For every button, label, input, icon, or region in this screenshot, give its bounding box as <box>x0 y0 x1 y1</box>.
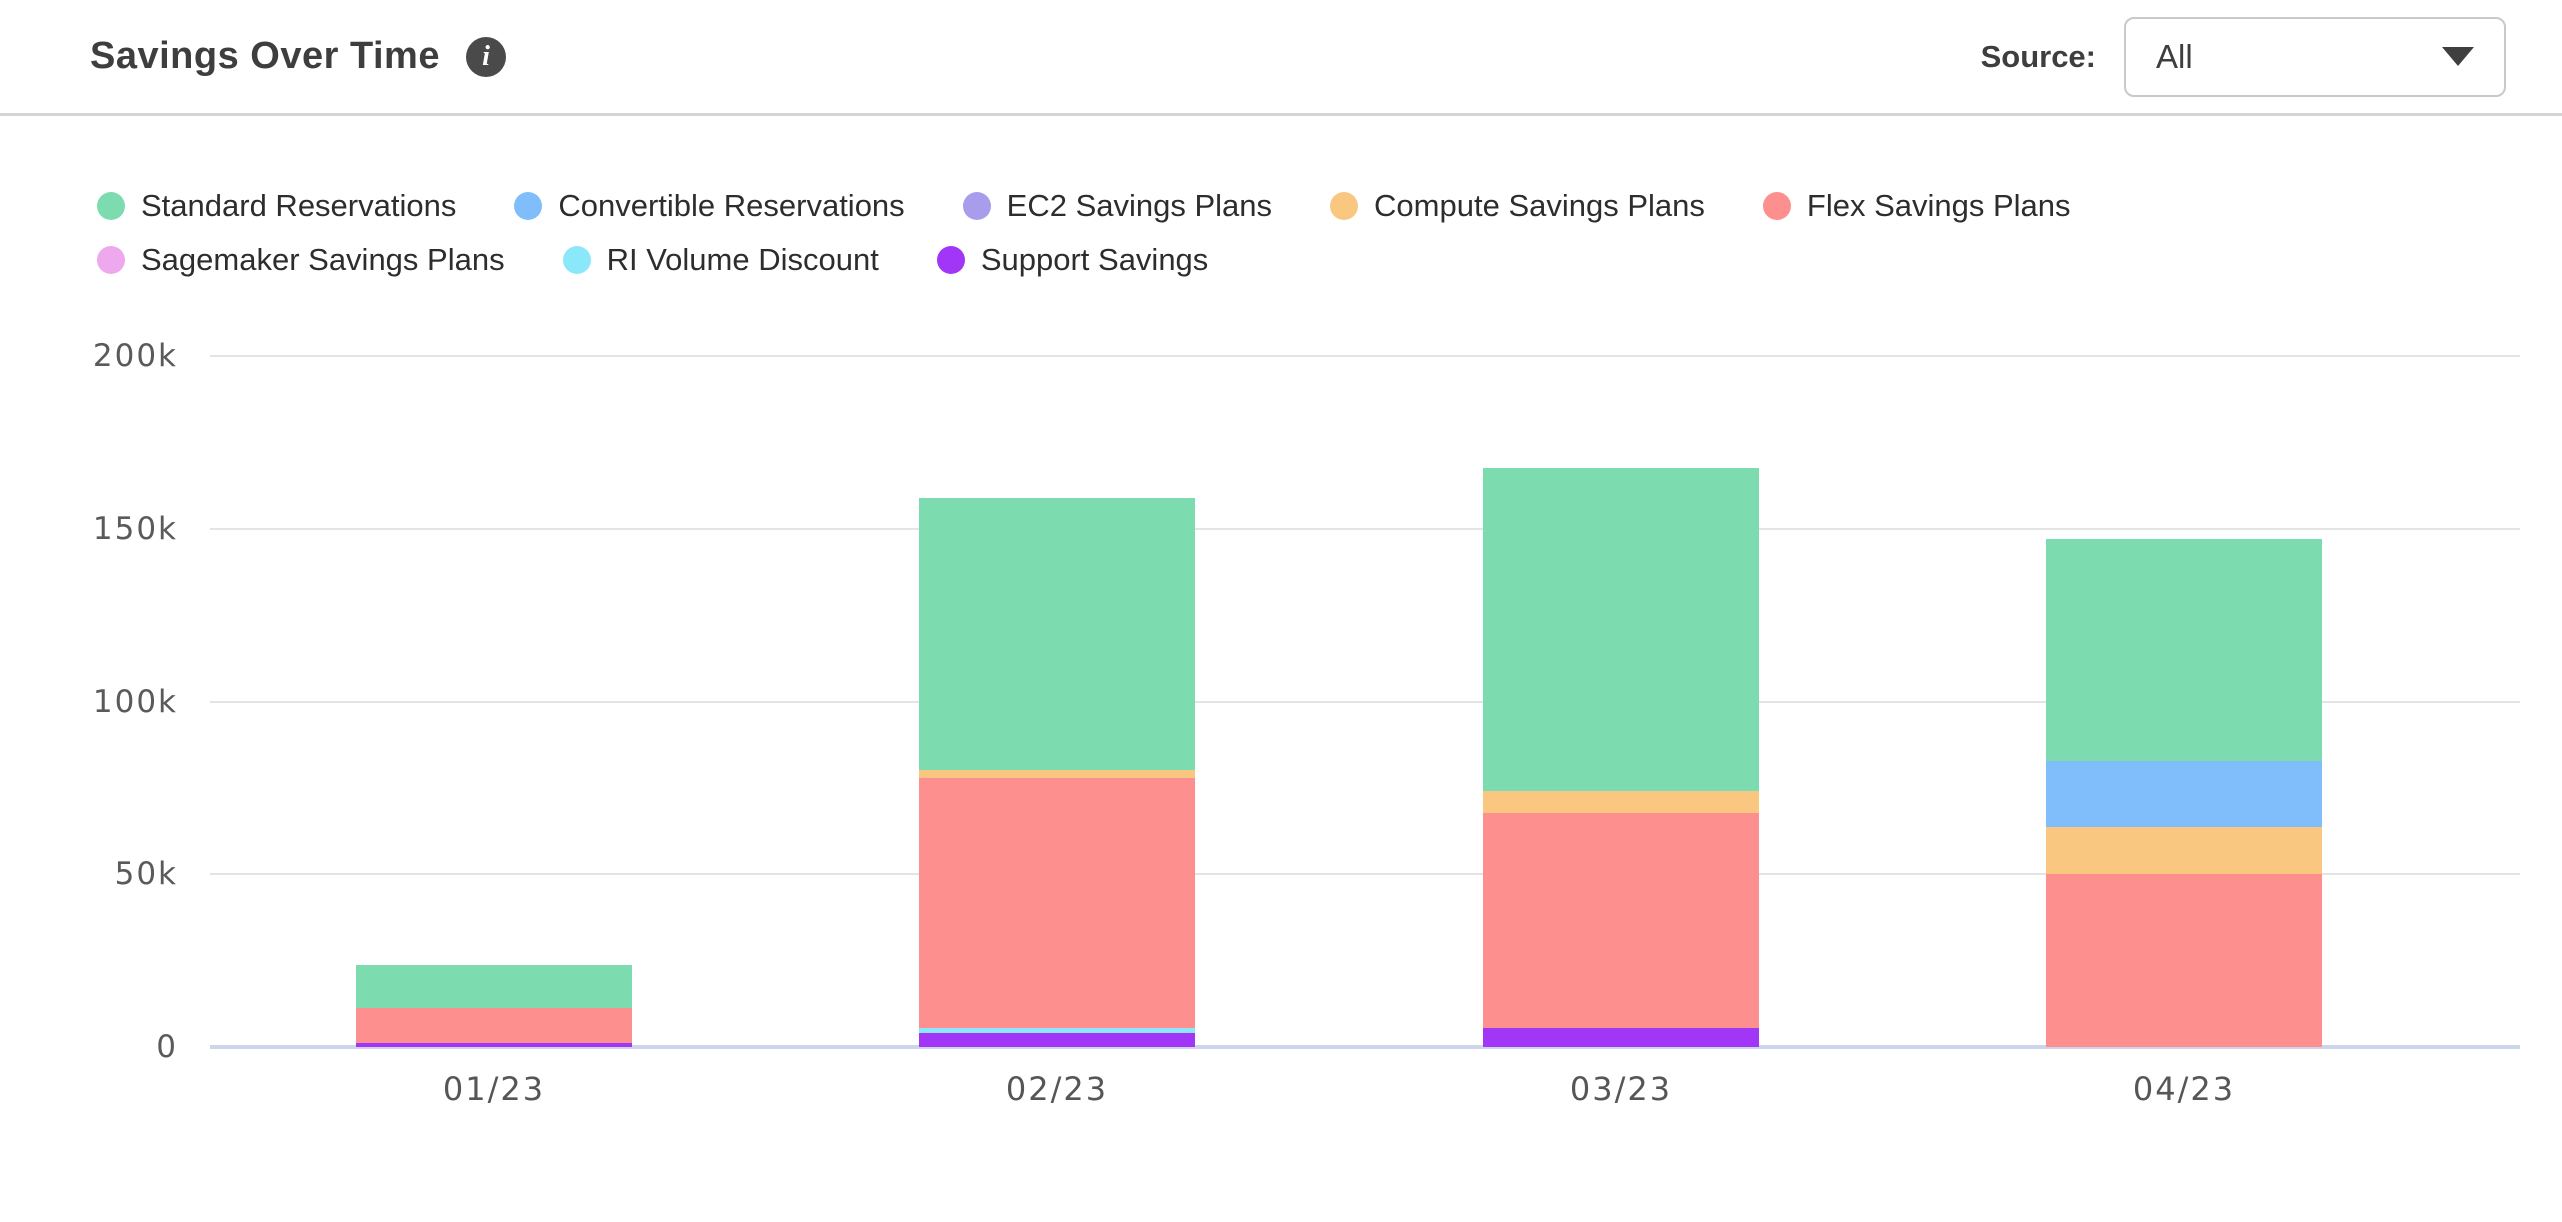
y-axis-tick-label: 200k <box>92 338 178 374</box>
bar-segment[interactable] <box>1483 1028 1759 1047</box>
chart-legend: Standard Reservations Convertible Reserva… <box>97 188 2457 278</box>
legend-item[interactable]: Convertible Reservations <box>514 188 905 224</box>
bar-segment[interactable] <box>1483 813 1759 1029</box>
y-axis-tick-label: 0 <box>156 1029 178 1065</box>
legend-swatch-icon <box>97 246 125 274</box>
y-axis-tick-label: 150k <box>92 510 178 547</box>
legend-swatch-icon <box>1330 192 1359 220</box>
bar-segment[interactable] <box>2046 827 2322 875</box>
gridline <box>210 873 2520 876</box>
legend-item[interactable]: Sagemaker Savings Plans <box>97 242 505 278</box>
bar-segment[interactable] <box>2046 760 2322 828</box>
source-selected-value: All <box>2156 37 2193 75</box>
chart-header: Savings Over Time i Source: All <box>0 0 2562 116</box>
bar-segment[interactable] <box>356 1042 632 1047</box>
chart-region: 200k 150k 100k 50k 0 01/23 02/23 03/23 04/23 <box>0 338 2562 1160</box>
legend-item-label: RI Volume Discount <box>606 242 879 277</box>
legend-item[interactable]: Support Savings <box>936 242 1209 278</box>
legend-swatch-icon <box>1762 192 1791 220</box>
legend-item-label: Sagemaker Savings Plans <box>141 242 505 277</box>
legend-item[interactable]: EC2 Savings Plans <box>962 188 1273 224</box>
x-axis-tick-label: 03/23 <box>1569 1070 1673 1108</box>
bar-segment[interactable] <box>919 777 1195 1029</box>
bar-segment[interactable] <box>919 498 1195 771</box>
legend-item-label: EC2 Savings Plans <box>1006 188 1273 223</box>
bar-segment[interactable] <box>2046 874 2322 1047</box>
legend-item[interactable]: Standard Reservations <box>97 188 456 224</box>
x-axis-tick-label: 02/23 <box>1005 1070 1109 1108</box>
source-select[interactable]: All <box>2124 16 2506 97</box>
gridline <box>210 527 2520 530</box>
bar-segment[interactable] <box>919 1032 1195 1047</box>
x-axis-line <box>210 1045 2520 1049</box>
source-label: Source: <box>1980 38 2096 74</box>
bar-segment[interactable] <box>356 965 632 1009</box>
legend-item-label: Convertible Reservations <box>558 188 905 223</box>
bar-segment[interactable] <box>919 1028 1195 1033</box>
x-axis-tick-label: 01/23 <box>442 1070 546 1108</box>
legend-swatch-icon <box>936 246 965 274</box>
gridline <box>210 700 2520 703</box>
bar-segment[interactable] <box>2046 538 2322 761</box>
stacked-bar-04-23 <box>2046 538 2322 1047</box>
legend-swatch-icon <box>962 192 991 220</box>
bar-segment[interactable] <box>919 770 1195 778</box>
plot-area <box>210 355 2520 1049</box>
legend-item-label: Flex Savings Plans <box>1806 188 2071 223</box>
gridline <box>210 355 2520 357</box>
legend-swatch-icon <box>514 192 543 220</box>
stacked-bar-02-23 <box>919 498 1195 1047</box>
info-icon[interactable]: i <box>465 36 506 77</box>
legend-swatch-icon <box>97 192 125 220</box>
legend-item[interactable]: Compute Savings Plans <box>1330 188 1705 224</box>
page-title: Savings Over Time <box>90 35 440 77</box>
legend-item[interactable]: RI Volume Discount <box>562 242 879 278</box>
legend-item-label: Standard Reservations <box>141 188 457 223</box>
legend-item-label: Compute Savings Plans <box>1374 188 1705 223</box>
bar-segment[interactable] <box>1483 791 1759 814</box>
legend-item[interactable]: Flex Savings Plans <box>1762 188 2071 224</box>
bar-segment[interactable] <box>1483 468 1759 791</box>
stacked-bar-01-23 <box>356 965 632 1047</box>
stacked-bar-03-23 <box>1483 468 1759 1047</box>
y-axis-tick-label: 100k <box>92 683 178 720</box>
bar-segment[interactable] <box>356 1008 632 1043</box>
chevron-down-icon <box>2442 47 2474 66</box>
legend-item-label: Support Savings <box>980 242 1209 277</box>
x-axis-tick-label: 04/23 <box>2132 1070 2236 1108</box>
legend-swatch-icon <box>562 246 591 274</box>
y-axis-tick-label: 50k <box>114 856 178 893</box>
